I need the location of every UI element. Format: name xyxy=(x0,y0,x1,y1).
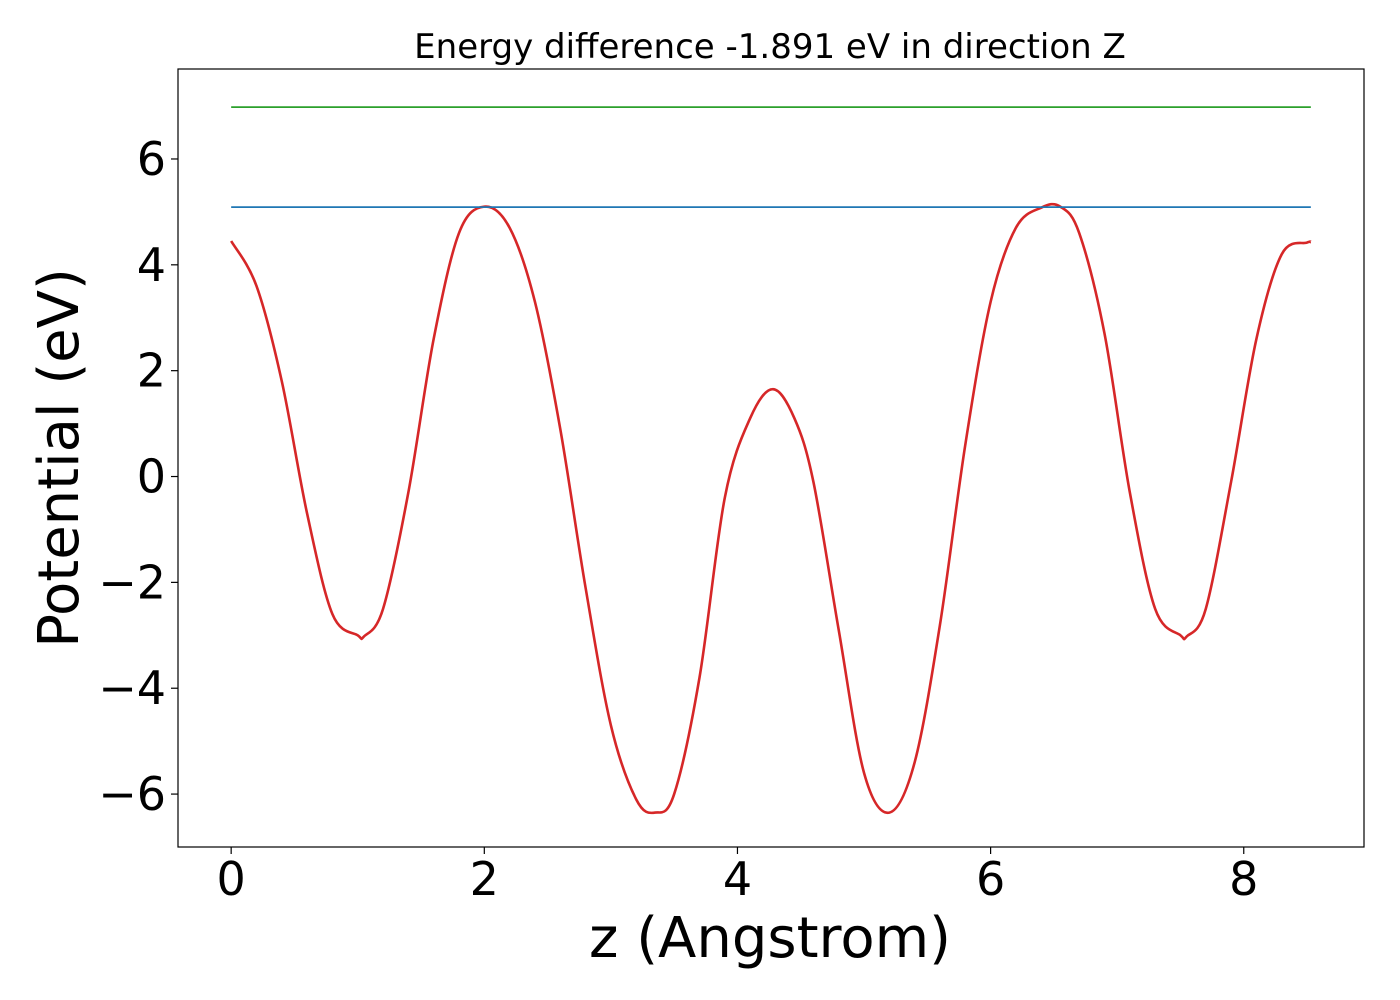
x-tick-label: 4 xyxy=(723,852,752,906)
x-axis: 0 2 4 6 8 xyxy=(217,847,1258,906)
chart-title: Energy difference -1.891 eV in direction… xyxy=(414,27,1126,67)
x-tick-label: 8 xyxy=(1229,852,1258,906)
x-axis-label: z (Angstrom) xyxy=(589,906,951,971)
y-axis: −6 −4 −2 0 2 4 6 xyxy=(98,132,178,821)
y-tick-label: 4 xyxy=(137,238,166,292)
x-tick-label: 0 xyxy=(217,852,246,906)
y-tick-label: −2 xyxy=(98,555,166,609)
plot-frame xyxy=(177,68,1365,848)
y-tick-label: 6 xyxy=(137,132,166,186)
y-tick-label: −4 xyxy=(98,661,166,715)
plot-area xyxy=(230,106,1312,815)
y-tick-label: −6 xyxy=(98,767,166,821)
series-line-0 xyxy=(230,202,1312,815)
x-tick-label: 2 xyxy=(470,852,499,906)
y-axis-label: Potential (eV) xyxy=(27,268,92,648)
y-tick-label: 0 xyxy=(137,450,166,504)
x-tick-label: 6 xyxy=(976,852,1005,906)
y-tick-label: 2 xyxy=(137,344,166,398)
